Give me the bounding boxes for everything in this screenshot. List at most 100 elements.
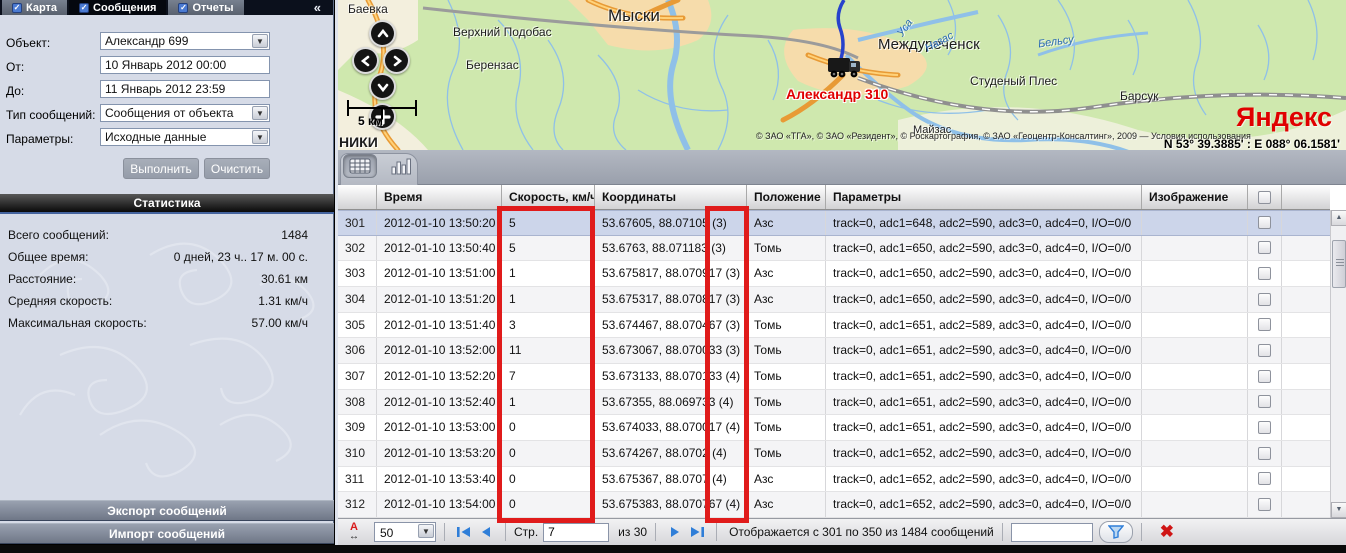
row-checkbox[interactable] <box>1258 344 1271 358</box>
row-checkbox[interactable] <box>1258 395 1271 409</box>
chevron-down-icon[interactable]: ▼ <box>418 524 434 538</box>
chevron-down-icon[interactable]: ▼ <box>252 106 268 120</box>
table-row[interactable]: 305 2012-01-10 13:51:40 3 53.674467, 88.… <box>338 312 1330 339</box>
map-canvas[interactable]: Баевка Верхний Подобас Берензас Мыски Ме… <box>338 0 1346 150</box>
checkbox-checked-icon[interactable]: ✓ <box>178 2 189 13</box>
pan-left-button[interactable] <box>352 47 379 74</box>
cell-speed: 0 <box>502 492 595 517</box>
export-messages-button[interactable]: Экспорт сообщений <box>0 500 334 521</box>
map-place-label: Барсук <box>1120 89 1159 103</box>
chevron-down-icon[interactable]: ▼ <box>252 34 268 48</box>
filter-button[interactable] <box>1098 521 1133 543</box>
row-checkbox[interactable] <box>1258 267 1271 281</box>
stat-value: 57.00 км/ч <box>251 316 308 330</box>
previous-page-button[interactable] <box>475 522 497 542</box>
parameters-select[interactable]: Исходные данные ▼ <box>100 128 270 146</box>
row-checkbox[interactable] <box>1258 241 1271 255</box>
tab-map[interactable]: ✓ Карта <box>2 0 68 15</box>
header-speed[interactable]: Скорость, км/ч <box>502 185 595 209</box>
collapse-sidebar-icon[interactable]: « <box>313 0 321 15</box>
clear-button[interactable]: Очистить <box>204 158 270 179</box>
row-checkbox[interactable] <box>1258 216 1271 230</box>
scroll-down-icon[interactable]: ▼ <box>1331 502 1346 518</box>
page-number-input[interactable] <box>543 522 610 542</box>
last-page-button[interactable] <box>686 522 708 542</box>
cell-parameters: track=0, adc1=651, adc2=590, adc3=0, adc… <box>826 389 1142 415</box>
cell-parameters: track=0, adc1=651, adc2=590, adc3=0, adc… <box>826 415 1142 440</box>
tab-messages[interactable]: ✓ Сообщения <box>69 0 167 15</box>
cell-image <box>1142 363 1248 389</box>
from-date-input[interactable]: 10 Январь 2012 00:00 <box>100 56 270 74</box>
chart-view-icon[interactable] <box>384 154 418 178</box>
import-messages-button[interactable]: Импорт сообщений <box>0 523 334 544</box>
execute-button[interactable]: Выполнить <box>123 158 199 179</box>
cell-time: 2012-01-10 13:54:00 <box>377 492 502 517</box>
table-view-icon[interactable] <box>343 154 377 178</box>
select-all-checkbox[interactable] <box>1258 190 1271 204</box>
table-row[interactable]: 307 2012-01-10 13:52:20 7 53.673133, 88.… <box>338 363 1330 390</box>
table-row[interactable]: 304 2012-01-10 13:51:20 1 53.675317, 88.… <box>338 286 1330 313</box>
cell-checkbox <box>1248 389 1282 415</box>
cell-speed: 5 <box>502 235 595 261</box>
object-select[interactable]: Александр 699 ▼ <box>100 32 270 50</box>
clear-filter-icon[interactable]: ✖ <box>1159 522 1174 541</box>
table-row[interactable]: 302 2012-01-10 13:50:40 5 53.6763, 88.07… <box>338 235 1330 262</box>
pan-right-button[interactable] <box>383 47 410 74</box>
message-type-select[interactable]: Сообщения от объекта ▼ <box>100 104 270 122</box>
cell-coordinates: 53.67355, 88.069733 (4) <box>595 389 747 415</box>
truck-icon[interactable] <box>826 52 864 82</box>
cell-checkbox <box>1248 440 1282 466</box>
table-row[interactable]: 310 2012-01-10 13:53:20 0 53.674267, 88.… <box>338 440 1330 467</box>
row-checkbox[interactable] <box>1258 498 1271 512</box>
table-row[interactable]: 308 2012-01-10 13:52:40 1 53.67355, 88.0… <box>338 389 1330 416</box>
table-row[interactable]: 309 2012-01-10 13:53:00 0 53.674033, 88.… <box>338 415 1330 441</box>
pan-up-button[interactable] <box>369 20 396 47</box>
map-attribution: © ЗАО «ТГА», © ЗАО «Резидент», © Роскарт… <box>756 131 1251 141</box>
pan-down-button[interactable] <box>369 73 396 100</box>
cell-row-number: 305 <box>338 312 377 338</box>
cell-parameters: track=0, adc1=651, adc2=590, adc3=0, adc… <box>826 338 1142 363</box>
autofit-columns-icon[interactable]: A ↔ <box>349 521 359 542</box>
table-row[interactable]: 301 2012-01-10 13:50:20 5 53.67605, 88.0… <box>338 210 1330 236</box>
tab-reports[interactable]: ✓ Отчеты <box>168 0 244 15</box>
cell-checkbox <box>1248 286 1282 312</box>
cell-position: Томь <box>747 415 826 440</box>
checkbox-checked-icon[interactable]: ✓ <box>79 2 90 13</box>
to-date-input[interactable]: 11 Январь 2012 23:59 <box>100 80 270 98</box>
header-time[interactable]: Время <box>377 185 502 209</box>
table-row[interactable]: 312 2012-01-10 13:54:00 0 53.675383, 88.… <box>338 492 1330 518</box>
row-checkbox[interactable] <box>1258 318 1271 332</box>
stat-max-speed: Максимальная скорость: 57.00 км/ч <box>0 312 334 334</box>
vertical-scrollbar[interactable]: ▲ ▼ <box>1330 210 1346 518</box>
page-label: Стр. <box>514 525 539 539</box>
row-checkbox[interactable] <box>1258 472 1271 486</box>
cell-image <box>1142 312 1248 338</box>
cell-position: Томь <box>747 312 826 338</box>
cell-time: 2012-01-10 13:51:40 <box>377 312 502 338</box>
table-row[interactable]: 311 2012-01-10 13:53:40 0 53.675367, 88.… <box>338 466 1330 493</box>
header-image[interactable]: Изображение <box>1142 185 1248 209</box>
cell-coordinates: 53.674033, 88.070017 (4) <box>595 415 747 440</box>
row-checkbox[interactable] <box>1258 446 1271 460</box>
page-size-select[interactable]: 50 ▼ <box>374 522 436 542</box>
header-parameters[interactable]: Параметры <box>826 185 1142 209</box>
cell-position: Азс <box>747 261 826 286</box>
next-page-button[interactable] <box>664 522 686 542</box>
cell-image <box>1142 235 1248 261</box>
row-checkbox[interactable] <box>1258 369 1271 383</box>
row-checkbox[interactable] <box>1258 292 1271 306</box>
chevron-down-icon[interactable]: ▼ <box>252 130 268 144</box>
table-row[interactable]: 303 2012-01-10 13:51:00 1 53.675817, 88.… <box>338 261 1330 287</box>
cursor-coordinates: N 53° 39.3885' : E 088° 06.1581' <box>1163 137 1340 150</box>
cell-checkbox <box>1248 235 1282 261</box>
table-row[interactable]: 306 2012-01-10 13:52:00 11 53.673067, 88… <box>338 338 1330 364</box>
filter-input[interactable] <box>1010 522 1093 542</box>
first-page-button[interactable] <box>453 522 475 542</box>
checkbox-checked-icon[interactable]: ✓ <box>12 2 22 13</box>
scrollbar-thumb[interactable] <box>1332 240 1346 288</box>
header-position[interactable]: Положение <box>747 185 826 209</box>
scroll-up-icon[interactable]: ▲ <box>1331 210 1346 226</box>
row-checkbox[interactable] <box>1258 421 1271 435</box>
header-coordinates[interactable]: Координаты <box>595 185 747 209</box>
cell-speed: 1 <box>502 389 595 415</box>
